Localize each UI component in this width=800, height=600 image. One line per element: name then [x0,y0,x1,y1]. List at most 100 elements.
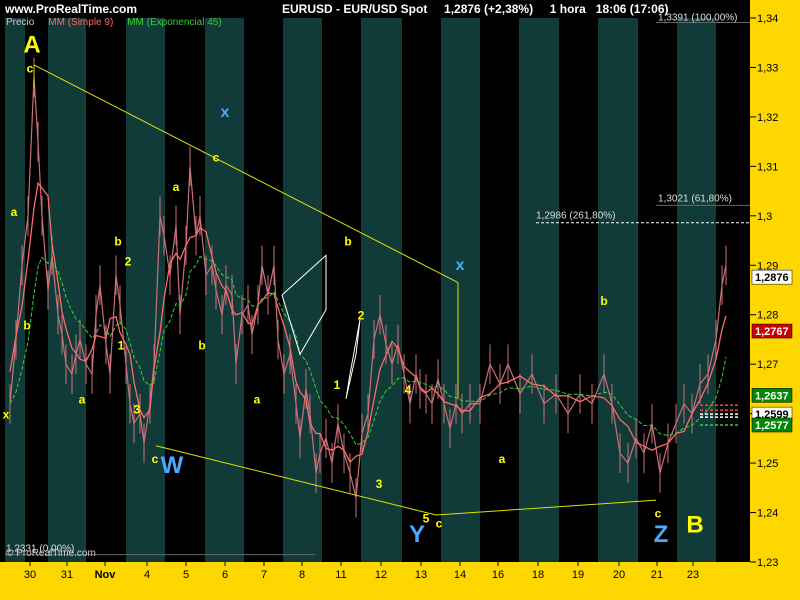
wave-label: c [152,452,159,466]
y-tick-label: 1,25 [757,458,778,470]
wave-label: c [655,506,662,520]
wave-label: 2 [125,254,132,268]
site-label: www.ProRealTime.com [5,2,138,16]
price-line [9,77,727,498]
wave-label: c [436,516,443,530]
last-price: 1,2876 (+2,38%) [444,2,534,16]
x-tick-label: 7 [261,569,267,581]
session-band [48,18,86,562]
session-band [205,18,244,562]
price-axis [750,0,800,600]
x-tick-label: 16 [492,569,504,581]
price-tag [751,388,793,403]
session-band [519,18,559,562]
wave-annotation: x [221,104,230,121]
legend: Precio MM (Simple 9) MM (Exponencial 45) [6,17,222,28]
x-tick-label: 18 [532,569,544,581]
price-tag-label: 1,2637 [755,390,789,402]
wave-label: 2 [358,309,365,323]
wave-label: 5 [423,511,430,525]
chart-header: EURUSD - EUR/USD Spot 1,2876 (+2,38%) 1 … [282,2,669,16]
session-bands [5,18,716,562]
channel-drawing [345,319,361,399]
session-band [5,18,25,562]
x-tick-label: 31 [61,569,73,581]
wave-label: a [79,393,86,407]
time-axis [0,562,800,600]
wave-label: 1 [334,378,341,392]
symbol-title: EURUSD - EUR/USD Spot [282,2,428,16]
x-tick-label: 6 [222,569,228,581]
wave-label: c [213,150,220,164]
drawing-layer [5,21,750,556]
y-tick-label: 1,24 [757,508,778,520]
fib-label: 1,2986 (261,80%) [536,211,616,222]
trendline [155,445,437,516]
wave-label: b [600,294,607,308]
x-tick-label: 14 [454,569,466,581]
wave-annotation: x [456,257,465,274]
price-tag [751,417,793,433]
sma-line [9,181,727,464]
session-band [677,18,716,562]
price-tag-label: 1,2577 [755,420,789,432]
wave-label: b [23,319,30,333]
copyright: © ProRealTime.com [6,548,96,559]
session-band [126,18,165,562]
session-band [361,18,402,562]
trendline [435,499,657,516]
legend-ema: MM (Exponencial 45) [127,17,222,28]
price-tag-label: 1,2876 [755,272,789,284]
x-tick-label: Nov [95,569,117,581]
y-tick-label: 1,31 [757,161,778,173]
fib-label: 1,3021 (61,80%) [658,193,732,204]
x-tick-label: 19 [572,569,584,581]
wave-annotation: Y [409,521,425,548]
x-tick-label: 8 [299,569,305,581]
wave-label: b [344,234,351,248]
session-band [598,18,638,562]
wave-label: 3 [376,477,383,491]
wave-annotation: W [161,452,184,479]
y-tick-label: 1,34 [757,13,778,25]
wave-label: b [198,338,205,352]
wave-annotation: B [686,511,703,538]
timeframe: 1 hora [549,2,586,16]
wave-label: b [114,234,121,248]
price-tag-label: 1,2767 [755,326,789,338]
x-tick-label: 11 [335,569,346,581]
channel-drawing [281,254,327,356]
x-tick-label: 4 [144,569,150,581]
wave-label: 1 [118,338,125,352]
fib-label: 1,2331 (0,00%) [6,544,74,555]
y-tick-label: 1,33 [757,62,778,74]
wave-label: a [254,393,261,407]
y-tick-label: 1,28 [757,310,778,322]
legend-sma: MM (Simple 9) [48,17,114,28]
y-tick-label: 1,29 [757,260,778,272]
x-tick-label: 23 [687,569,699,581]
x-tick-label: 12 [375,569,387,581]
fib-label: 1,3391 (100,00%) [658,12,738,23]
wave-label: a [499,452,506,466]
price-tag [751,323,793,339]
trendline [33,64,459,284]
wave-label: c [27,61,34,75]
x-tick-label: 13 [415,569,427,581]
legend-price: Precio [6,17,35,28]
wave-label: x [3,408,10,422]
wave-label: 4 [405,383,412,397]
y-tick-label: 1,3 [757,211,772,223]
annotation-layer: 1,3391 (100,00%) 1,3021 (61,80%) 1,2986 (2… [3,12,738,554]
x-tick-label: 30 [24,569,36,581]
wave-annotation: Z [654,521,669,548]
x-tick-label: 21 [651,569,663,581]
y-tick-label: 1,32 [757,112,778,124]
session-band [441,18,480,562]
wave-label: 3 [134,403,141,417]
timestamp: 18:06 (17:06) [595,2,669,16]
y-tick-label: 1,27 [757,359,778,371]
